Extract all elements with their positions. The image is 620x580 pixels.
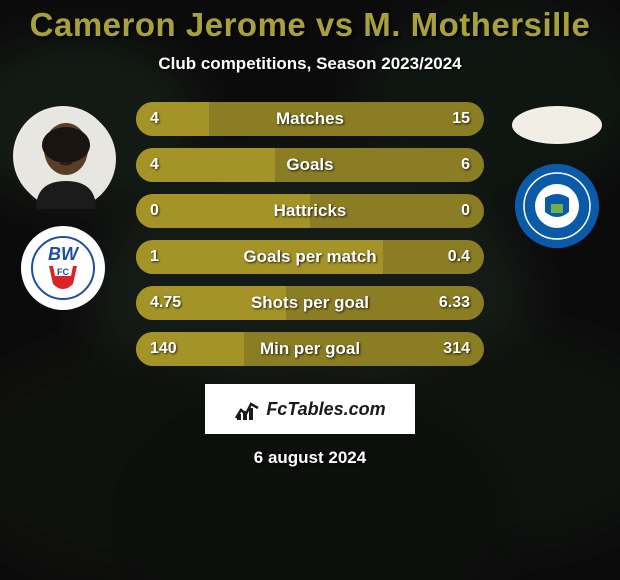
stat-label: Goals per match (136, 240, 484, 274)
right-player-column (502, 102, 612, 248)
source-label: FcTables.com (266, 399, 385, 420)
stat-label: Hattricks (136, 194, 484, 228)
stat-bar: 415Matches (136, 102, 484, 136)
stat-label: Min per goal (136, 332, 484, 366)
chart-icon (234, 396, 260, 422)
stat-bar: 4.756.33Shots per goal (136, 286, 484, 320)
left-club-text-top: BW (48, 244, 80, 264)
stat-bar: 46Goals (136, 148, 484, 182)
stat-bar: 10.4Goals per match (136, 240, 484, 274)
left-club-badge: BW FC (21, 226, 105, 310)
subtitle: Club competitions, Season 2023/2024 (0, 54, 620, 74)
stat-label: Goals (136, 148, 484, 182)
page-title: Cameron Jerome vs M. Mothersille (0, 6, 620, 44)
right-player-avatar (512, 106, 602, 144)
stat-label: Shots per goal (136, 286, 484, 320)
stat-label: Matches (136, 102, 484, 136)
stat-bar: 140314Min per goal (136, 332, 484, 366)
source-badge: FcTables.com (205, 384, 415, 434)
footer-date: 6 august 2024 (0, 448, 620, 468)
left-club-text-bottom: FC (57, 267, 69, 277)
stat-bars: 415Matches 46Goals 00Hattricks 10.4Goals pe… (136, 102, 484, 366)
left-player-avatar (13, 106, 113, 206)
comparison-row: BW FC 415Matches 46Goals 00Hattricks 10.4Go… (0, 102, 620, 366)
stat-bar: 00Hattricks (136, 194, 484, 228)
left-player-column: BW FC (8, 102, 118, 310)
right-club-badge (515, 164, 599, 248)
